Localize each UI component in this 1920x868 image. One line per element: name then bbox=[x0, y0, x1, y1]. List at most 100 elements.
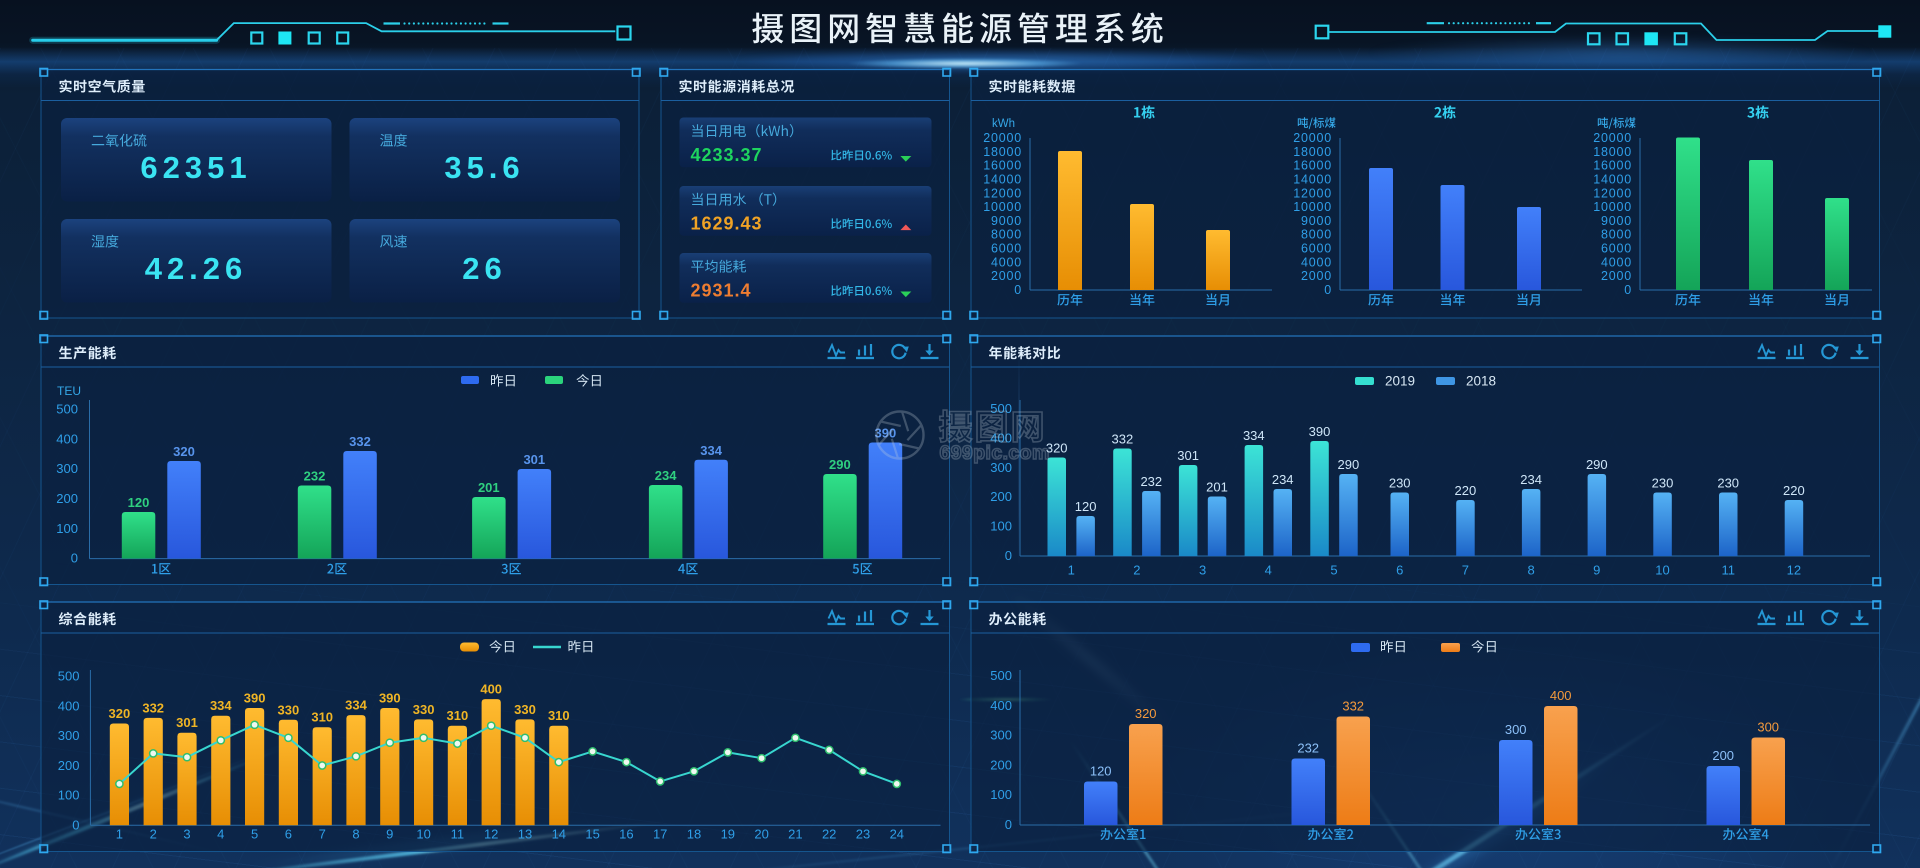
svg-text:330: 330 bbox=[514, 702, 536, 717]
svg-text:4: 4 bbox=[217, 827, 224, 842]
svg-text:2000: 2000 bbox=[1301, 269, 1332, 283]
svg-text:390: 390 bbox=[875, 426, 897, 441]
svg-text:7: 7 bbox=[319, 827, 326, 842]
svg-text:3: 3 bbox=[1199, 563, 1206, 578]
svg-text:8000: 8000 bbox=[1601, 228, 1632, 242]
svg-text:10: 10 bbox=[1655, 563, 1669, 578]
svg-text:390: 390 bbox=[244, 691, 266, 706]
svg-text:301: 301 bbox=[176, 715, 198, 730]
svg-text:7: 7 bbox=[1462, 563, 1469, 578]
svg-text:332: 332 bbox=[1112, 432, 1134, 447]
svg-text:9000: 9000 bbox=[1301, 214, 1332, 228]
svg-text:12000: 12000 bbox=[1293, 186, 1332, 200]
svg-text:290: 290 bbox=[829, 457, 851, 472]
svg-text:200: 200 bbox=[990, 757, 1012, 772]
svg-text:230: 230 bbox=[1717, 476, 1739, 491]
svg-text:220: 220 bbox=[1455, 483, 1477, 498]
svg-text:12000: 12000 bbox=[1593, 186, 1632, 200]
svg-text:300: 300 bbox=[1505, 722, 1527, 737]
svg-text:9000: 9000 bbox=[1601, 214, 1632, 228]
svg-text:100: 100 bbox=[990, 519, 1012, 534]
svg-text:1629.43: 1629.43 bbox=[691, 214, 763, 234]
svg-text:300: 300 bbox=[56, 461, 78, 476]
svg-text:500: 500 bbox=[990, 401, 1012, 416]
svg-text:200: 200 bbox=[990, 489, 1012, 504]
svg-text:10000: 10000 bbox=[1593, 200, 1632, 214]
svg-text:TEU: TEU bbox=[57, 384, 81, 398]
svg-text:12: 12 bbox=[484, 827, 498, 842]
svg-text:310: 310 bbox=[311, 710, 333, 725]
svg-text:100: 100 bbox=[56, 521, 78, 536]
svg-text:4233.37: 4233.37 bbox=[691, 145, 763, 165]
svg-text:2: 2 bbox=[1133, 563, 1140, 578]
svg-text:200: 200 bbox=[56, 491, 78, 506]
svg-text:18000: 18000 bbox=[1293, 145, 1332, 159]
svg-text:390: 390 bbox=[1309, 424, 1331, 439]
svg-text:5: 5 bbox=[251, 827, 258, 842]
svg-text:699pic.com: 699pic.com bbox=[940, 442, 1050, 464]
svg-text:310: 310 bbox=[447, 708, 469, 723]
svg-text:400: 400 bbox=[56, 431, 78, 446]
svg-text:11: 11 bbox=[1721, 563, 1735, 578]
svg-text:201: 201 bbox=[478, 480, 500, 495]
svg-text:200: 200 bbox=[58, 758, 80, 773]
svg-text:42.26: 42.26 bbox=[145, 251, 248, 286]
svg-text:12: 12 bbox=[1787, 563, 1801, 578]
svg-text:16000: 16000 bbox=[1593, 159, 1632, 173]
svg-text:9: 9 bbox=[1593, 563, 1600, 578]
svg-text:330: 330 bbox=[413, 702, 435, 717]
svg-text:26: 26 bbox=[462, 251, 506, 286]
svg-text:13: 13 bbox=[518, 827, 532, 842]
svg-text:320: 320 bbox=[109, 706, 131, 721]
svg-text:234: 234 bbox=[1520, 472, 1542, 487]
svg-text:334: 334 bbox=[345, 698, 367, 713]
svg-text:12000: 12000 bbox=[983, 186, 1022, 200]
svg-text:220: 220 bbox=[1783, 483, 1805, 498]
svg-text:14000: 14000 bbox=[983, 172, 1022, 186]
svg-text:20000: 20000 bbox=[1593, 131, 1632, 145]
svg-text:2018: 2018 bbox=[1466, 374, 1496, 389]
svg-text:232: 232 bbox=[1297, 741, 1319, 756]
svg-text:300: 300 bbox=[990, 460, 1012, 475]
svg-text:300: 300 bbox=[1757, 720, 1779, 735]
svg-text:232: 232 bbox=[1140, 474, 1162, 489]
svg-text:10: 10 bbox=[416, 827, 430, 842]
svg-text:8: 8 bbox=[352, 827, 359, 842]
svg-text:11: 11 bbox=[451, 827, 465, 842]
svg-text:17: 17 bbox=[653, 827, 667, 842]
svg-text:100: 100 bbox=[990, 787, 1012, 802]
svg-text:6: 6 bbox=[285, 827, 292, 842]
svg-text:320: 320 bbox=[173, 444, 195, 459]
svg-text:14: 14 bbox=[552, 827, 566, 842]
svg-text:18000: 18000 bbox=[1593, 145, 1632, 159]
svg-text:0: 0 bbox=[1324, 283, 1332, 297]
svg-text:0: 0 bbox=[1014, 283, 1022, 297]
svg-text:301: 301 bbox=[523, 452, 545, 467]
svg-text:20000: 20000 bbox=[983, 131, 1022, 145]
svg-text:16: 16 bbox=[619, 827, 633, 842]
svg-text:234: 234 bbox=[655, 468, 677, 483]
svg-text:5: 5 bbox=[1330, 563, 1337, 578]
svg-text:16000: 16000 bbox=[1293, 159, 1332, 173]
svg-text:290: 290 bbox=[1586, 457, 1608, 472]
svg-text:6000: 6000 bbox=[1301, 242, 1332, 256]
svg-text:9000: 9000 bbox=[991, 214, 1022, 228]
svg-text:9: 9 bbox=[386, 827, 393, 842]
svg-text:18000: 18000 bbox=[983, 145, 1022, 159]
svg-text:6000: 6000 bbox=[991, 242, 1022, 256]
svg-text:62351: 62351 bbox=[140, 150, 251, 185]
svg-text:400: 400 bbox=[990, 430, 1012, 445]
svg-text:230: 230 bbox=[1652, 476, 1674, 491]
svg-text:1: 1 bbox=[1068, 563, 1075, 578]
svg-text:15: 15 bbox=[585, 827, 599, 842]
svg-text:10000: 10000 bbox=[983, 200, 1022, 214]
svg-text:0: 0 bbox=[72, 817, 79, 832]
svg-text:3: 3 bbox=[183, 827, 190, 842]
svg-text:200: 200 bbox=[1712, 748, 1734, 763]
svg-text:120: 120 bbox=[128, 495, 150, 510]
svg-text:4000: 4000 bbox=[1301, 255, 1332, 269]
svg-text:300: 300 bbox=[990, 728, 1012, 743]
svg-text:18: 18 bbox=[687, 827, 701, 842]
svg-text:16000: 16000 bbox=[983, 159, 1022, 173]
svg-text:6000: 6000 bbox=[1601, 242, 1632, 256]
